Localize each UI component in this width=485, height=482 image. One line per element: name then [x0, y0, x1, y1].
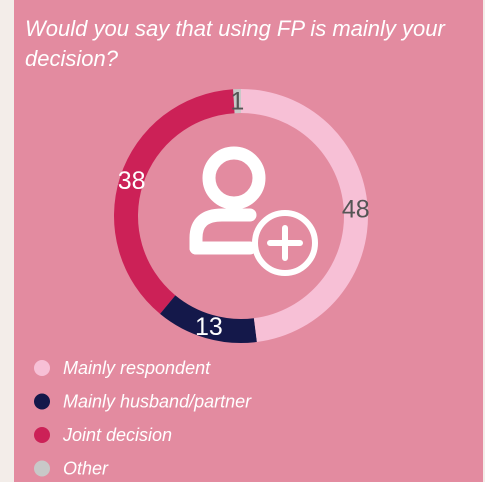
- legend-label: Joint decision: [62, 425, 172, 445]
- donut-segment: [233, 89, 241, 114]
- data-label: 38: [118, 167, 146, 195]
- data-label: 1: [230, 88, 244, 116]
- data-label: 48: [342, 195, 370, 223]
- plus-sign: [267, 225, 303, 261]
- legend-label: Mainly respondent: [63, 358, 211, 378]
- donut-segment: [113, 89, 235, 314]
- legend-marker: [34, 427, 50, 443]
- icon-body: [189, 208, 257, 255]
- donut-segment: [241, 89, 368, 342]
- donut-segment: [160, 295, 257, 343]
- chart-title: Would you say that using FP is mainly yo…: [25, 16, 445, 71]
- legend-label: Mainly husband/partner: [63, 391, 252, 411]
- legend-label: Other: [63, 458, 109, 478]
- legend-marker: [34, 460, 50, 477]
- legend-marker: [34, 360, 50, 376]
- person-icon: [189, 146, 266, 255]
- panel: [14, 0, 483, 482]
- legend-marker: [34, 393, 50, 410]
- icon-head: [202, 146, 266, 210]
- data-label: 13: [195, 313, 223, 341]
